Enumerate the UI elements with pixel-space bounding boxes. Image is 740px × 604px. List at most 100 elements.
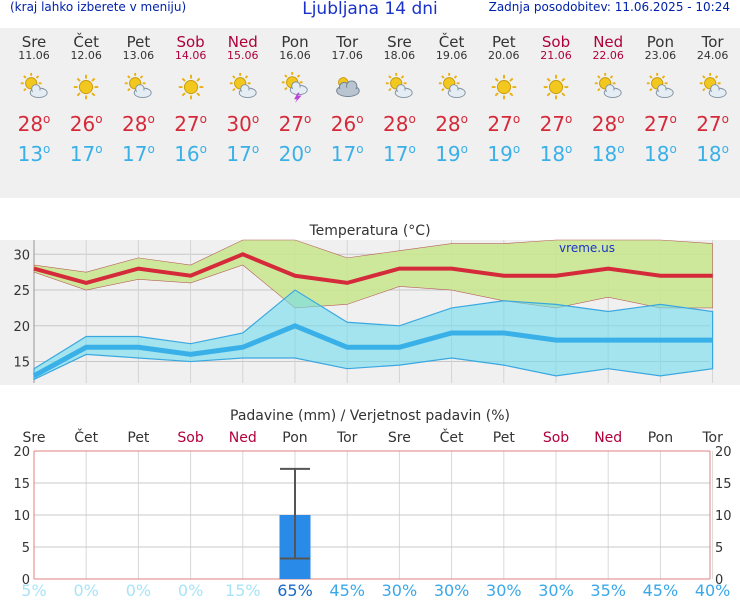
day-date: 13.06 <box>122 49 155 62</box>
y-tick-label-right: 5 <box>715 541 723 556</box>
y-tick-label: 20 <box>13 320 30 335</box>
day-column: Pet 20.06 27o 19o <box>478 28 530 198</box>
min-temperature-value: 18 <box>643 142 670 166</box>
day-date: 12.06 <box>70 49 102 62</box>
min-temperature-value: 17 <box>69 142 96 166</box>
watermark: vreme.us <box>559 241 615 255</box>
x-tick-label: Čet <box>74 428 98 446</box>
min-temperature-value: 18 <box>539 142 566 166</box>
day-column: Ned 15.06 30o 17o <box>217 28 269 198</box>
max-temperature-value: 27 <box>278 112 305 136</box>
y-tick-label-left: 0 <box>22 573 30 588</box>
cloudy-sun-icon <box>336 77 360 97</box>
day-column: Tor 24.06 27o 18o <box>687 28 739 198</box>
degree-sign: o <box>408 112 416 126</box>
x-tick-label: Ned <box>229 430 257 446</box>
degree-sign: o <box>512 142 521 156</box>
day-date: 22.06 <box>592 49 624 62</box>
min-temperature: 17o <box>217 142 269 166</box>
y-tick-label: 25 <box>13 284 30 299</box>
header: (kraj lahko izberete v meniju) Ljubljana… <box>0 0 740 22</box>
min-temperature: 19o <box>426 142 478 166</box>
min-temperature-line <box>32 323 713 379</box>
degree-sign: o <box>251 142 260 156</box>
day-date: 16.06 <box>279 49 311 62</box>
y-tick-label-right: 20 <box>715 445 732 460</box>
sun-cloud-icon <box>438 72 466 98</box>
day-name: Ned <box>593 33 624 51</box>
charts-area: Temperatura (°C) 15 20 25 30 vreme.us Padavine… <box>0 200 740 600</box>
max-temperature: 30o <box>217 112 269 136</box>
precipitation-probability: 65% <box>277 581 313 600</box>
x-tick-label: Ned <box>594 430 622 446</box>
location-menu-hint[interactable]: (kraj lahko izberete v meniju) <box>10 0 187 14</box>
day-column: Pet 13.06 28o 17o <box>112 28 164 198</box>
max-temperature-value: 28 <box>121 112 148 136</box>
min-temperature: 17o <box>321 142 373 166</box>
sun-cloud-icon <box>386 72 414 98</box>
day-name: Tor <box>701 33 724 51</box>
sun-cloud-icon <box>647 72 675 98</box>
degree-sign: o <box>199 142 207 156</box>
max-temperature: 27o <box>530 112 582 136</box>
y-tick-label: 30 <box>13 248 30 263</box>
sun-cloud-icon <box>229 72 257 98</box>
day-name: Pon <box>281 33 309 51</box>
day-name: Pet <box>491 33 516 51</box>
precipitation-probability: 0% <box>126 581 151 600</box>
max-temperature-value: 28 <box>591 112 618 136</box>
day-date: 21.06 <box>540 49 572 62</box>
day-column: Tor 17.06 26o 17o <box>321 28 373 198</box>
day-date: 19.06 <box>435 49 468 62</box>
min-temperature: 18o <box>634 142 686 166</box>
day-name: Tor <box>336 33 359 51</box>
precipitation-probability: 45% <box>643 581 679 600</box>
max-temperature-value: 27 <box>643 112 670 136</box>
day-column: Ned 22.06 28o 18o <box>582 28 634 198</box>
max-temperature: 27o <box>634 112 686 136</box>
day-date: 14.06 <box>174 49 207 62</box>
min-temperature-value: 17 <box>382 142 409 166</box>
degree-sign: o <box>43 142 51 156</box>
day-name: Sob <box>541 33 571 51</box>
min-temperature: 17o <box>60 142 112 166</box>
max-temperature: 28o <box>373 112 425 136</box>
sun-cloud-icon <box>125 72 153 98</box>
max-temperature: 26o <box>321 112 373 136</box>
day-column: Sre 18.06 28o 17o <box>373 28 425 198</box>
day-date: 11.06 <box>18 49 50 62</box>
precipitation-probability: 45% <box>329 581 365 600</box>
degree-sign: o <box>95 112 103 126</box>
min-temperature: 17o <box>112 142 164 166</box>
day-date: 20.06 <box>488 49 520 62</box>
max-temperature-value: 27 <box>696 112 722 136</box>
min-temperature: 16o <box>165 142 217 166</box>
max-temperature-value: 26 <box>69 112 96 136</box>
y-tick-label-left: 20 <box>13 445 30 460</box>
day-column: Sob 14.06 27o 16o <box>165 28 217 198</box>
max-temperature: 27o <box>165 112 217 136</box>
degree-sign: o <box>408 142 416 156</box>
day-column: Sre 11.06 28o 13o <box>8 28 60 198</box>
degree-sign: o <box>460 142 468 156</box>
sun-icon <box>543 74 569 100</box>
min-temperature: 18o <box>582 142 634 166</box>
precipitation-probability: 5% <box>21 581 46 600</box>
day-date: 18.06 <box>383 49 416 62</box>
precipitation-probability: 40% <box>695 581 731 600</box>
degree-sign: o <box>95 142 103 156</box>
y-tick-label-left: 5 <box>22 541 30 556</box>
max-temperature-value: 28 <box>382 112 409 136</box>
max-temperature: 26o <box>60 112 112 136</box>
sun-icon <box>178 74 203 100</box>
min-temperature: 19o <box>478 142 530 166</box>
min-temperature-value: 20 <box>278 142 305 166</box>
day-column: Pon 23.06 27o 18o <box>634 28 686 198</box>
precipitation-probability: 15% <box>225 581 261 600</box>
x-tick-label: Sob <box>543 430 569 446</box>
degree-sign: o <box>251 112 260 126</box>
y-tick-label-left: 15 <box>13 477 30 492</box>
y-tick-label: 15 <box>13 356 30 371</box>
max-temperature-value: 28 <box>17 112 44 136</box>
min-temperature-value: 19 <box>487 142 513 166</box>
